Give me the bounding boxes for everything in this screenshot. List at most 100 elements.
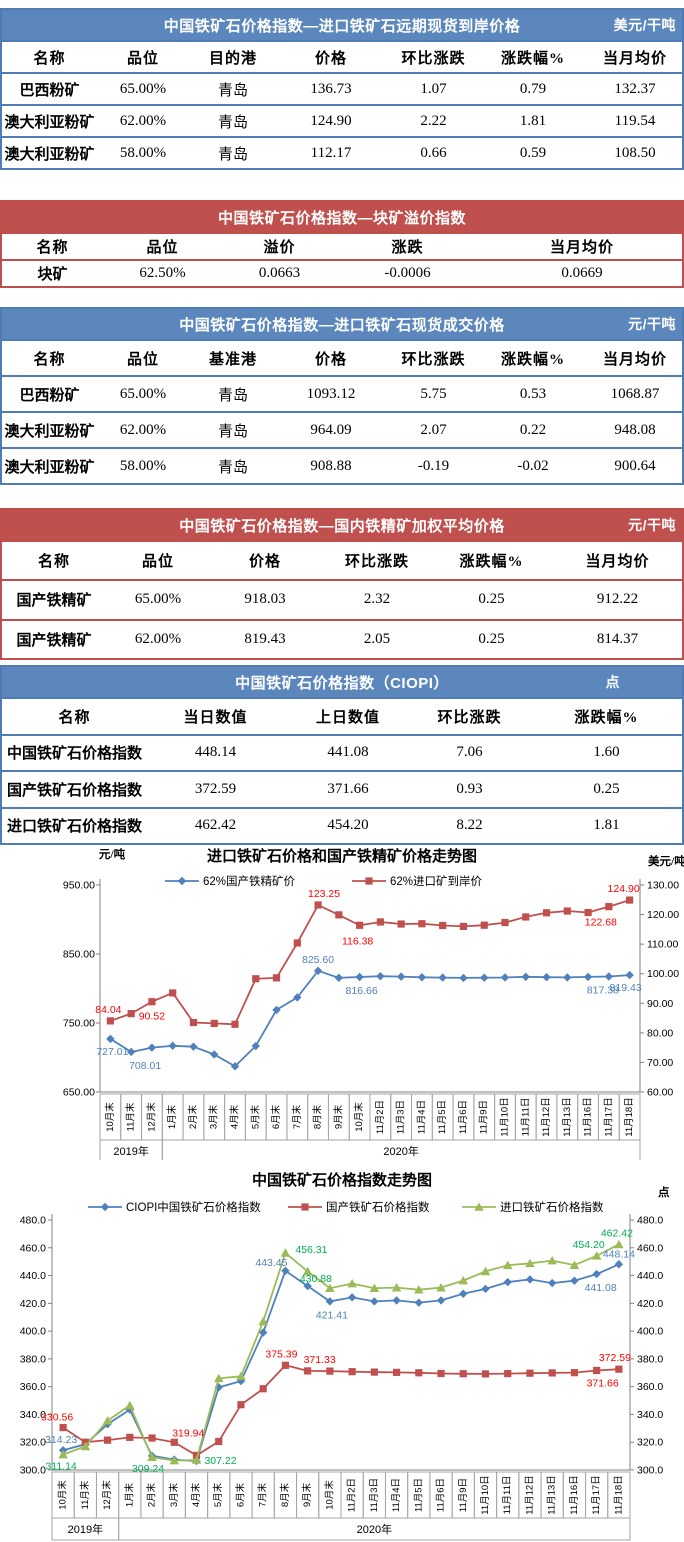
table-cell: 462.42 xyxy=(194,817,237,834)
data-point-marker xyxy=(147,1452,157,1461)
right-axis-tick-label: 460.0 xyxy=(637,1242,663,1254)
data-point-marker xyxy=(480,921,488,929)
table-title-bar: 中国铁矿石价格指数—块矿溢价指数 xyxy=(2,202,682,232)
table-title: 中国铁矿石价格指数（CIOPI） xyxy=(235,674,449,692)
category-label: 11月末 xyxy=(79,1480,91,1509)
header-cell: 品位 xyxy=(126,351,159,368)
right-axis-tick-label: 90.00 xyxy=(647,998,673,1010)
table-cell: 918.03 xyxy=(244,591,286,608)
category-label: 11月末 xyxy=(125,1102,137,1131)
header-cell: 当日数值 xyxy=(183,709,248,726)
data-point-marker xyxy=(526,1369,534,1377)
table-import-spot-transaction: 中国铁矿石价格指数—进口铁矿石现货成交价格 元/干吨 名称 品位 基准港 价格 环比涨跌… xyxy=(0,307,684,485)
left-axis-tick-label: 300.0 xyxy=(20,1465,46,1477)
table-cell: 进口铁矿石价格指数 xyxy=(6,819,142,836)
data-point-marker xyxy=(301,1203,309,1211)
category-label: 11月3日 xyxy=(369,1478,380,1512)
data-point-marker xyxy=(459,922,468,930)
data-point-marker xyxy=(231,1020,239,1028)
table-header-row: 名称 品位 溢价 涨跌 当月均价 xyxy=(2,232,684,259)
table-cell: 65.00% xyxy=(119,385,167,402)
data-point-marker xyxy=(615,1365,623,1373)
data-point-marker xyxy=(147,1043,157,1052)
legend-label: 62%国产铁精矿价 xyxy=(203,874,296,888)
data-point-marker xyxy=(189,1018,198,1027)
series-line xyxy=(62,1243,620,1462)
data-point-label: 90.52 xyxy=(139,1011,165,1023)
series-square xyxy=(106,896,634,1028)
category-label: 11月6日 xyxy=(436,1478,447,1512)
data-point-marker xyxy=(236,1371,246,1381)
table-cell: 青岛 xyxy=(217,387,248,404)
table-cell: 0.0669 xyxy=(561,265,603,281)
table-row: 国产铁矿石价格指数 372.59 371.66 0.93 0.25 xyxy=(2,770,684,807)
category-label: 11月13日 xyxy=(547,1475,558,1514)
right-axis-tick-label: 120.00 xyxy=(647,909,679,921)
category-label: 11月11日 xyxy=(502,1476,513,1515)
data-point-marker xyxy=(347,1293,357,1302)
data-point-label: 421.41 xyxy=(316,1309,348,1321)
right-axis-unit: 点 xyxy=(658,1185,670,1199)
legend-label: 进口铁矿石价格指数 xyxy=(500,1200,604,1214)
data-point-marker xyxy=(502,1260,513,1270)
data-point-label: 454.20 xyxy=(573,1239,605,1251)
series-line xyxy=(62,1263,620,1462)
data-point-marker xyxy=(584,908,592,917)
category-label: 11月18日 xyxy=(613,1475,624,1514)
data-point-marker xyxy=(355,972,364,982)
table-cell: 0.66 xyxy=(420,144,447,161)
data-point-label: 124.90 xyxy=(608,883,640,895)
table-body: 名称 品位 目的港 价格 环比涨跌 涨跌幅% 当月均价 巴西粉矿 65.00% 青岛 136.73 1… xyxy=(2,40,684,168)
table-cell: 1068.87 xyxy=(610,385,660,402)
series-square xyxy=(59,1361,623,1460)
data-point-marker xyxy=(252,975,260,983)
table-cell: 948.08 xyxy=(614,421,656,438)
header-cell: 涨跌 xyxy=(391,240,424,256)
data-point-label: 84.04 xyxy=(95,1004,121,1016)
data-point-marker xyxy=(626,896,634,904)
data-point-marker xyxy=(436,1283,446,1292)
data-point-marker xyxy=(106,1017,114,1025)
table-cell: 814.37 xyxy=(596,630,639,647)
data-point-marker xyxy=(481,1370,490,1378)
header-cell: 价格 xyxy=(314,50,347,67)
header-cell: 当月均价 xyxy=(585,554,650,571)
data-point-marker xyxy=(591,1251,602,1260)
data-point-marker xyxy=(177,876,187,886)
table-title-bar: 中国铁矿石价格指数—进口铁矿石远期现货到岸价格 美元/干吨 xyxy=(2,10,682,40)
table-row: 澳大利亚粉矿 62.00% 青岛 964.09 2.07 0.22 948.08 xyxy=(2,411,684,447)
category-label: 12月末 xyxy=(145,1102,157,1132)
data-point-marker xyxy=(259,1385,267,1393)
data-point-marker xyxy=(604,972,614,981)
data-point-marker xyxy=(325,1297,335,1306)
data-point-marker xyxy=(126,1433,134,1441)
header-cell: 价格 xyxy=(314,351,347,368)
legend-item: CIOPI中国铁矿石价格指数 xyxy=(88,1200,261,1214)
category-label: 11月3日 xyxy=(396,1100,407,1134)
header-cell: 目的港 xyxy=(208,50,257,67)
data-point-marker xyxy=(369,1283,380,1292)
header-cell: 涨跌幅% xyxy=(500,351,565,368)
data-point-marker xyxy=(356,921,364,929)
data-point-label: 462.42 xyxy=(601,1227,633,1239)
table-cell: 1.81 xyxy=(519,112,547,129)
data-point-marker xyxy=(525,1275,535,1284)
data-point-marker xyxy=(272,1005,281,1015)
table-cell: -0.19 xyxy=(417,457,450,474)
year-group-label: 2020年 xyxy=(383,1144,418,1158)
category-label: 11月12日 xyxy=(524,1475,535,1514)
header-cell: 环比涨跌 xyxy=(344,554,409,571)
category-label: 11月6日 xyxy=(458,1100,469,1134)
category-label: 10月末 xyxy=(323,1480,335,1510)
data-point-marker xyxy=(127,1010,135,1018)
data-point-marker xyxy=(213,1373,224,1383)
data-point-marker xyxy=(272,974,281,982)
table-cell: 372.59 xyxy=(194,780,237,797)
chart-ciopi-index-trend: 中国铁矿石价格指数走势图点 CIOPI中国铁矿石价格指数 国产铁矿石价格指数 进口铁矿… xyxy=(0,1165,684,1542)
data-point-marker xyxy=(570,1369,579,1377)
series-line xyxy=(110,899,630,1026)
category-label: 5月末 xyxy=(212,1482,224,1507)
category-label: 6月末 xyxy=(270,1104,282,1129)
table-cell: 青岛 xyxy=(217,114,248,131)
data-point-marker xyxy=(521,972,530,982)
